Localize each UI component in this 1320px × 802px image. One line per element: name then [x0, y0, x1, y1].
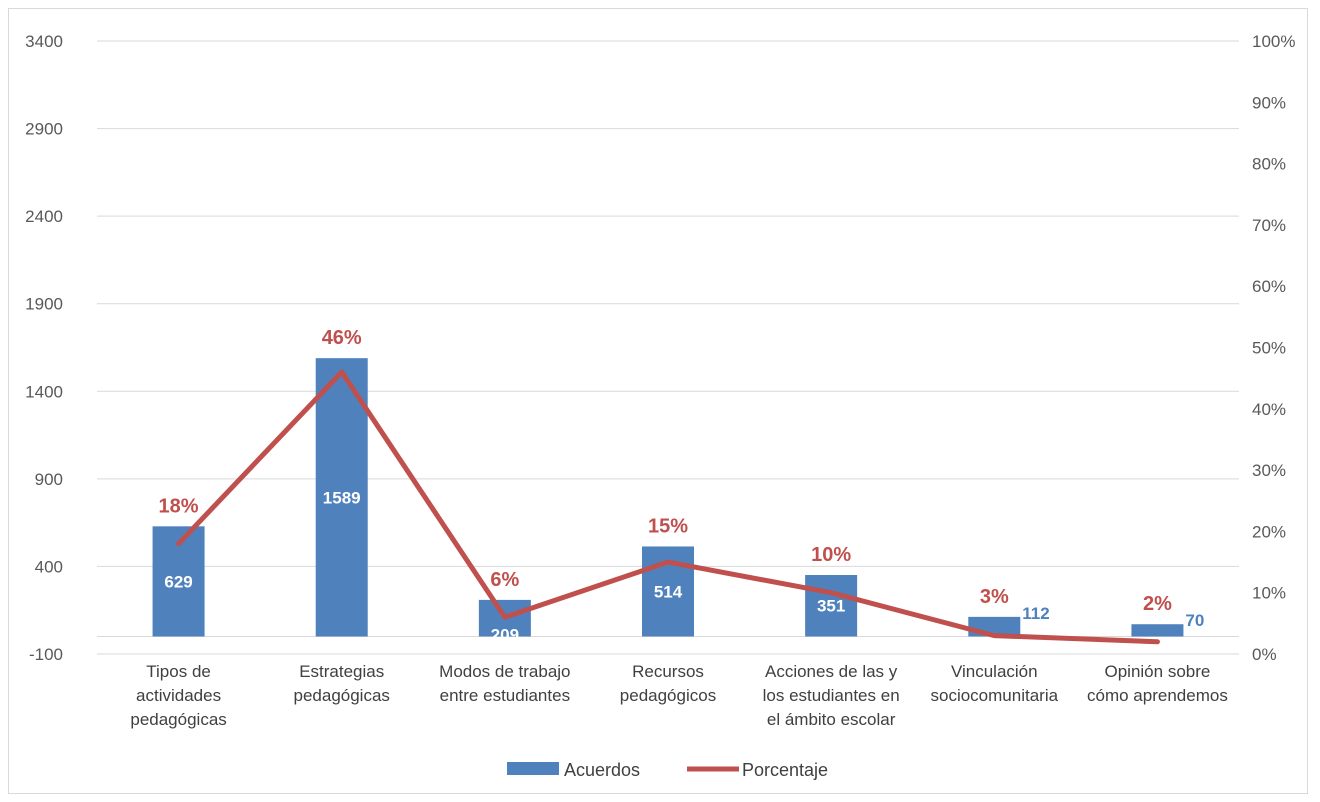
- bar-value-label: 514: [654, 582, 683, 601]
- y-left-tick-label: 1900: [25, 295, 63, 314]
- bar-value-label: 351: [817, 597, 845, 616]
- percent-label: 18%: [159, 495, 199, 517]
- category-label: entre estudiantes: [440, 686, 570, 705]
- y-right-tick-label: 40%: [1252, 400, 1286, 419]
- category-label: actividades: [136, 686, 221, 705]
- y-right-tick-label: 10%: [1252, 584, 1286, 603]
- bar-value-label: 1589: [323, 488, 361, 507]
- y-right-tick-label: 30%: [1252, 461, 1286, 480]
- category-label: pedagógicos: [620, 686, 716, 705]
- category-label: Estrategias: [299, 662, 384, 681]
- category-label: Acciones de las y: [765, 662, 898, 681]
- y-right-tick-label: 20%: [1252, 522, 1286, 541]
- y-left-tick-label: 2400: [25, 207, 63, 226]
- y-right-tick-label: 80%: [1252, 155, 1286, 174]
- percent-label: 2%: [1143, 593, 1172, 615]
- percent-label: 15%: [648, 515, 688, 537]
- y-left-tick-label: 400: [35, 557, 63, 576]
- category-label: Vinculación: [951, 662, 1038, 681]
- y-left-tick-label: 1400: [25, 382, 63, 401]
- category-label: el ámbito escolar: [767, 710, 896, 729]
- line-porcentaje: [176, 369, 1160, 645]
- category-label: cómo aprendemos: [1087, 686, 1228, 705]
- category-label: Recursos: [632, 662, 704, 681]
- legend-label-porcentaje: Porcentaje: [742, 760, 828, 780]
- y-left-tick-label: -100: [29, 645, 63, 664]
- category-label: Modos de trabajo: [439, 662, 570, 681]
- category-label: pedagógicas: [130, 710, 226, 729]
- bar-acuerdos: [1131, 624, 1184, 637]
- y-right-tick-label: 100%: [1252, 32, 1295, 51]
- y-right-tick-label: 0%: [1252, 645, 1277, 664]
- combo-chart: -100 400 900 1400 1900 2400 2900 3400 0% 10% 20% 30…: [25, 32, 1295, 780]
- y-left-tick-label: 2900: [25, 120, 63, 139]
- y-right-tick-label: 50%: [1252, 339, 1286, 358]
- chart-frame: -100 400 900 1400 1900 2400 2900 3400 0% 10% 20% 30…: [8, 8, 1308, 794]
- percent-label: 46%: [322, 327, 362, 349]
- y-left-tick-label: 3400: [25, 32, 63, 51]
- bar-value-label: 209: [491, 625, 519, 644]
- legend-swatch-acuerdos: [507, 762, 559, 775]
- bar-value-label: 629: [164, 572, 192, 591]
- bar-acuerdos: [315, 358, 368, 637]
- percent-label: 6%: [490, 569, 519, 591]
- y-right-tick-label: 70%: [1252, 216, 1286, 235]
- bar-value-label: 70: [1185, 611, 1204, 630]
- category-label: pedagógicas: [294, 686, 390, 705]
- category-label: los estudiantes en: [763, 686, 900, 705]
- category-label: Opinión sobre: [1105, 662, 1211, 681]
- bar-value-label: 112: [1022, 604, 1049, 623]
- legend-label-acuerdos: Acuerdos: [564, 760, 640, 780]
- category-label: sociocomunitaria: [931, 686, 1059, 705]
- category-label: Tipos de: [146, 662, 211, 681]
- percent-label: 3%: [980, 586, 1009, 608]
- y-right-tick-label: 90%: [1252, 93, 1286, 112]
- bar-acuerdos: [805, 575, 858, 637]
- percent-label: 10%: [811, 544, 851, 566]
- y-left-tick-label: 900: [35, 470, 63, 489]
- y-right-tick-label: 60%: [1252, 277, 1286, 296]
